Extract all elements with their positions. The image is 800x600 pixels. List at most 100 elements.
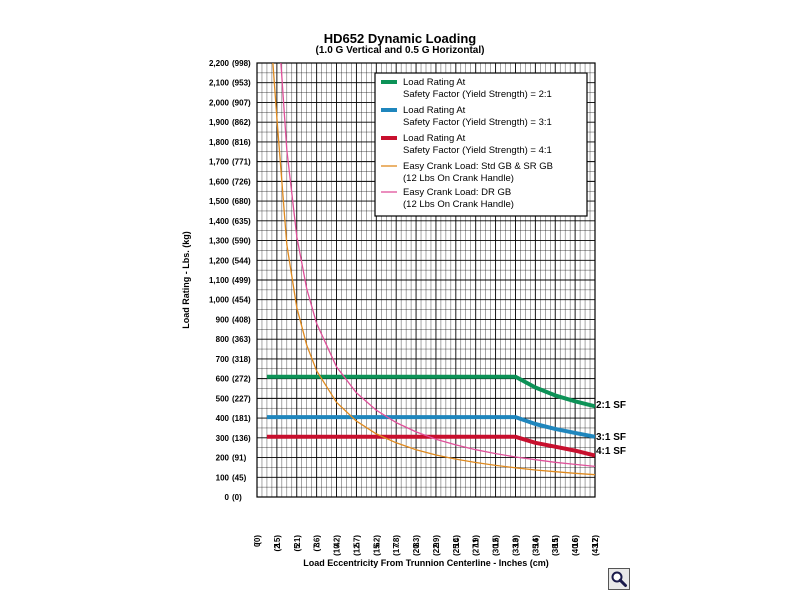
y-tick-label-kg: (998) xyxy=(232,59,251,68)
x-tick-label-cm: (20.3) xyxy=(412,535,421,556)
x-tick-label-cm: (30.5) xyxy=(492,535,501,556)
zoom-button[interactable] xyxy=(608,568,630,590)
legend-entry-text: Safety Factor (Yield Strength) = 3:1 xyxy=(403,117,552,128)
x-tick-label: 3 xyxy=(313,542,322,547)
legend-entry-text: Load Rating At xyxy=(403,105,466,116)
y-tick-label: 600 xyxy=(216,375,230,384)
y-tick-label-kg: (408) xyxy=(232,315,251,324)
y-tick-label-kg: (363) xyxy=(232,335,251,344)
x-tick-label-cm: (40.6) xyxy=(571,535,580,556)
y-tick-label-kg: (907) xyxy=(232,98,251,107)
x-tick-label: 4 xyxy=(333,542,342,547)
x-tick-label-cm: (0) xyxy=(253,535,262,545)
y-tick-label-kg: (862) xyxy=(232,118,251,127)
x-tick-label: 13 xyxy=(511,538,520,547)
x-tick-label: 1 xyxy=(273,542,282,547)
series-end-label: 3:1 SF xyxy=(596,432,626,443)
series-line-5 xyxy=(280,63,595,468)
x-tick-label: 17 xyxy=(591,538,600,547)
x-tick-label-cm: (33.0) xyxy=(511,535,520,556)
y-tick-label-kg: (136) xyxy=(232,434,251,443)
y-tick-label: 1,800 xyxy=(209,138,230,147)
x-tick-label: 10 xyxy=(452,538,461,547)
series-line-4 xyxy=(272,63,595,476)
x-tick-label-cm: (22.9) xyxy=(432,535,441,556)
y-tick-label-kg: (499) xyxy=(232,276,251,285)
x-tick-label-cm: (43.2) xyxy=(591,535,600,556)
series-end-label: 4:1 SF xyxy=(596,446,626,457)
y-tick-label: 1,400 xyxy=(209,217,230,226)
x-tick-label-cm: (7.6) xyxy=(313,535,322,552)
y-tick-label: 400 xyxy=(216,414,230,423)
y-tick-label: 1,700 xyxy=(209,158,230,167)
axes: 0 (0)100 (45)200 (91)300 (136)400 (181)500 (22… xyxy=(181,59,626,568)
x-tick-label-cm: (35.6) xyxy=(531,535,540,556)
x-tick-label: 12 xyxy=(492,538,501,547)
legend-entry-text: Safety Factor (Yield Strength) = 2:1 xyxy=(403,89,552,100)
y-tick-label-kg: (953) xyxy=(232,79,251,88)
x-tick-label: 5 xyxy=(352,542,361,547)
chart-title: HD652 Dynamic Loading xyxy=(323,31,477,46)
legend-box xyxy=(374,72,588,217)
y-tick-label: 900 xyxy=(216,315,230,324)
series-line-3 xyxy=(266,434,595,458)
x-tick-label: 2 xyxy=(293,542,302,547)
y-tick-label: 2,000 xyxy=(209,98,230,107)
legend-entry-text: (12 Lbs On Crank Handle) xyxy=(403,199,514,210)
y-tick-label-kg: (45) xyxy=(232,473,247,482)
y-tick-label-kg: (227) xyxy=(232,394,251,403)
y-tick-label-kg: (454) xyxy=(232,296,251,305)
y-tick-label: 700 xyxy=(216,355,230,364)
legend-entry-text: (12 Lbs On Crank Handle) xyxy=(403,173,514,184)
y-axis-label: Load Rating - Lbs. (kg) xyxy=(181,231,191,329)
x-tick-label-cm: (15.2) xyxy=(372,535,381,556)
x-tick-label-cm: (10.2) xyxy=(333,535,342,556)
y-tick-label-kg: (0) xyxy=(232,493,242,502)
x-tick-label: 11 xyxy=(472,538,481,547)
x-tick-label-cm: (25.4) xyxy=(452,535,461,556)
y-tick-label: 1,000 xyxy=(209,296,230,305)
plot-border xyxy=(256,62,596,498)
x-tick-label-cm: (12.7) xyxy=(352,535,361,556)
series-lines xyxy=(266,63,595,476)
x-tick-label-cm: (5.1) xyxy=(293,535,302,552)
y-tick-label: 2,200 xyxy=(209,59,230,68)
y-tick-label: 1,500 xyxy=(209,197,230,206)
x-tick-label: 14 xyxy=(531,538,540,547)
y-tick-label: 100 xyxy=(216,473,230,482)
y-tick-label: 1,200 xyxy=(209,256,230,265)
magnifier-icon xyxy=(611,571,627,587)
y-tick-label: 1,100 xyxy=(209,276,230,285)
x-tick-label: 8 xyxy=(412,542,421,547)
legend-entry-text: Easy Crank Load: DR GB xyxy=(403,187,511,198)
x-tick-label: 0 xyxy=(253,542,262,547)
y-tick-label-kg: (272) xyxy=(232,375,251,384)
legend-entry-text: Safety Factor (Yield Strength) = 4:1 xyxy=(403,145,552,156)
x-tick-label-cm: (17.8) xyxy=(392,535,401,556)
y-tick-label: 2,100 xyxy=(209,79,230,88)
x-tick-label: 7 xyxy=(392,542,401,547)
y-tick-label-kg: (590) xyxy=(232,237,251,246)
x-tick-label: 16 xyxy=(571,538,580,547)
y-tick-label: 500 xyxy=(216,394,230,403)
y-tick-label-kg: (726) xyxy=(232,177,251,186)
x-tick-label-cm: (38.1) xyxy=(551,535,560,556)
y-tick-label-kg: (680) xyxy=(232,197,251,206)
y-tick-label-kg: (544) xyxy=(232,256,251,265)
x-tick-label: 15 xyxy=(551,538,560,547)
y-tick-label-kg: (816) xyxy=(232,138,251,147)
y-tick-label-kg: (771) xyxy=(232,158,251,167)
y-tick-label-kg: (635) xyxy=(232,217,251,226)
y-tick-label: 300 xyxy=(216,434,230,443)
series-line-2 xyxy=(266,415,595,439)
y-tick-label-kg: (318) xyxy=(232,355,251,364)
y-tick-label: 1,900 xyxy=(209,118,230,127)
legend-entry-text: Easy Crank Load: Std GB & SR GB xyxy=(403,161,553,172)
legend-entry-text: Load Rating At xyxy=(403,77,466,88)
y-tick-label-kg: (91) xyxy=(232,454,247,463)
x-tick-label: 6 xyxy=(372,542,381,547)
y-tick-label-kg: (181) xyxy=(232,414,251,423)
legend-entry-text: Load Rating At xyxy=(403,133,466,144)
